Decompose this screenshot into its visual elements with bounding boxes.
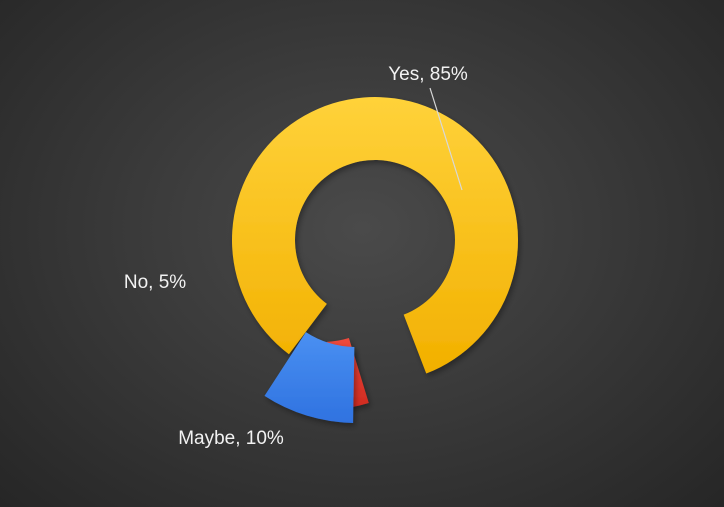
data-label-maybe: Maybe, 10% — [178, 428, 284, 449]
leader-line-yes — [429, 87, 463, 191]
slice-yes[interactable] — [232, 97, 518, 374]
labels-layer: Yes, 85% No, 5% Maybe, 10% — [124, 64, 468, 449]
slice-maybe[interactable] — [264, 332, 355, 423]
slices-layer — [232, 97, 518, 423]
data-label-yes: Yes, 85% — [388, 64, 468, 85]
data-label-no: No, 5% — [124, 272, 186, 293]
